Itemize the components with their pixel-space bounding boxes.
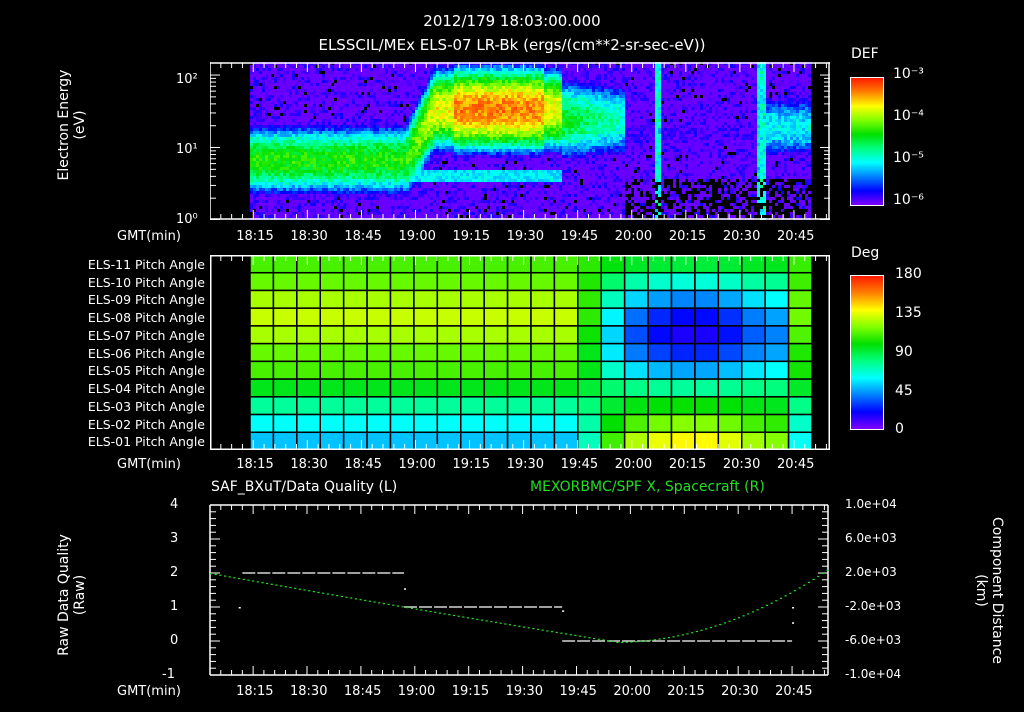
pitch-xlabel: GMT(min): [117, 457, 181, 472]
distance-ytick: -1.0e+04: [845, 667, 901, 681]
pitch-angle-row-label: ELS-10 Pitch Angle: [5, 275, 205, 290]
distance-ytick: 2.0e+03: [845, 565, 897, 579]
pitch-angle-row-label: ELS-06 Pitch Angle: [5, 346, 205, 361]
energy-ytick-1: 10⁰: [176, 212, 198, 227]
deg-tick-135: 135: [895, 305, 922, 321]
def-colorbar-title: DEF: [851, 46, 879, 62]
def-tick-1e-4: 10⁻⁴: [893, 108, 924, 124]
time-tick-label: 19:15: [452, 684, 489, 699]
distance-ytick: -2.0e+03: [845, 599, 901, 613]
pitch-angle-row-label: ELS-04 Pitch Angle: [5, 381, 205, 396]
plot-timestamp: 2012/179 18:03:00.000: [0, 12, 1024, 30]
pitch-xticks: 18:15 18:30 18:45 19:00 19:15 19:30 19:45 20:00…: [210, 457, 830, 473]
time-tick-label: 19:30: [506, 684, 543, 699]
deg-colorbar-title: Deg: [851, 245, 879, 261]
energy-xticks: 18:15 18:30 18:45 19:00 19:15 19:30 19:45 20:00…: [210, 229, 830, 245]
quality-plot-title: SAF_BXuT/Data Quality (L): [211, 479, 397, 495]
def-colorbar: [850, 77, 884, 206]
pitch-angle-panel: [210, 255, 830, 450]
line-xlabel: GMT(min): [117, 684, 181, 699]
pitch-angle-row-label: ELS-05 Pitch Angle: [5, 363, 205, 378]
distance-ytick: -6.0e+03: [845, 633, 901, 647]
time-tick-label: 19:30: [507, 457, 544, 472]
time-tick-label: 18:30: [290, 229, 327, 244]
quality-ytick: 4: [170, 497, 178, 512]
distance-ylabel-line2: (km): [973, 503, 989, 678]
time-tick-label: 20:45: [775, 684, 812, 699]
time-tick-label: 19:00: [398, 229, 435, 244]
energy-spectrogram: [210, 62, 830, 220]
deg-colorbar: [850, 275, 884, 430]
time-tick-label: 19:15: [453, 229, 490, 244]
deg-tick-180: 180: [895, 266, 922, 282]
distance-ylabel-line1: Component Distance: [989, 503, 1005, 678]
quality-ylabel-line2: (Raw): [72, 510, 88, 680]
energy-spectrogram-panel: [210, 62, 830, 220]
orbit-plot-title: MEXORBMC/SPF X, Spacecraft (R): [530, 479, 765, 495]
pitch-angle-row-label: ELS-02 Pitch Angle: [5, 417, 205, 432]
energy-ylabel-line2: (eV): [72, 45, 88, 205]
quality-ytick: 0: [170, 633, 178, 648]
time-tick-label: 19:00: [398, 457, 435, 472]
def-tick-1e-6: 10⁻⁶: [893, 192, 924, 208]
distance-ylabel: Component Distance(km): [1005, 503, 1024, 535]
line-plot-panel: [200, 495, 840, 685]
time-tick-label: 19:45: [561, 457, 598, 472]
time-tick-label: 20:15: [669, 229, 706, 244]
time-tick-label: 20:30: [723, 229, 760, 244]
pitch-angle-row-label: ELS-11 Pitch Angle: [5, 257, 205, 272]
time-tick-label: 19:30: [507, 229, 544, 244]
deg-tick-90: 90: [895, 344, 913, 360]
distance-ytick: 6.0e+03: [845, 531, 897, 545]
pitch-angle-row-label: ELS-03 Pitch Angle: [5, 399, 205, 414]
time-tick-label: 19:15: [453, 457, 490, 472]
time-tick-label: 20:00: [615, 229, 652, 244]
line-xticks: 18:15 18:30 18:45 19:00 19:15 19:30 19:45 20:00…: [200, 684, 840, 700]
pitch-angle-row-label: ELS-01 Pitch Angle: [5, 434, 205, 449]
time-tick-label: 18:15: [236, 684, 273, 699]
time-tick-label: 19:45: [559, 684, 596, 699]
pitch-angle-row-label: ELS-07 Pitch Angle: [5, 328, 205, 343]
time-tick-label: 18:30: [290, 457, 327, 472]
time-tick-label: 18:45: [344, 457, 381, 472]
pitch-angle-row-label: ELS-08 Pitch Angle: [5, 310, 205, 325]
energy-ytick-100: 10²: [176, 72, 198, 87]
time-tick-label: 18:45: [344, 229, 381, 244]
time-tick-label: 20:00: [615, 457, 652, 472]
quality-ytick: -1: [162, 667, 175, 682]
energy-ylabel-line1: Electron Energy: [56, 45, 72, 205]
time-tick-label: 19:00: [398, 684, 435, 699]
time-tick-label: 18:15: [236, 229, 273, 244]
time-tick-label: 20:00: [613, 684, 650, 699]
time-tick-label: 20:30: [721, 684, 758, 699]
energy-xlabel: GMT(min): [117, 229, 181, 244]
pitch-angle-row-label: ELS-09 Pitch Angle: [5, 292, 205, 307]
quality-ytick: 2: [170, 565, 178, 580]
time-tick-label: 18:30: [290, 684, 327, 699]
def-tick-1e-5: 10⁻⁵: [893, 150, 924, 166]
line-plot: [200, 495, 840, 685]
time-tick-label: 20:45: [777, 457, 814, 472]
deg-tick-0: 0: [895, 421, 904, 437]
time-tick-label: 19:45: [561, 229, 598, 244]
time-tick-label: 20:45: [777, 229, 814, 244]
quality-ytick: 1: [170, 599, 178, 614]
time-tick-label: 18:15: [236, 457, 273, 472]
pitch-angle-grid: [210, 255, 830, 450]
time-tick-label: 20:30: [723, 457, 760, 472]
time-tick-label: 18:45: [344, 684, 381, 699]
time-tick-label: 20:15: [667, 684, 704, 699]
quality-ytick: 3: [170, 531, 178, 546]
energy-ytick-10: 10¹: [176, 142, 198, 157]
quality-ylabel-line1: Raw Data Quality: [56, 510, 72, 680]
distance-ytick: 1.0e+04: [845, 497, 897, 511]
time-tick-label: 20:15: [669, 457, 706, 472]
deg-tick-45: 45: [895, 383, 913, 399]
def-tick-1e-3: 10⁻³: [893, 66, 924, 82]
